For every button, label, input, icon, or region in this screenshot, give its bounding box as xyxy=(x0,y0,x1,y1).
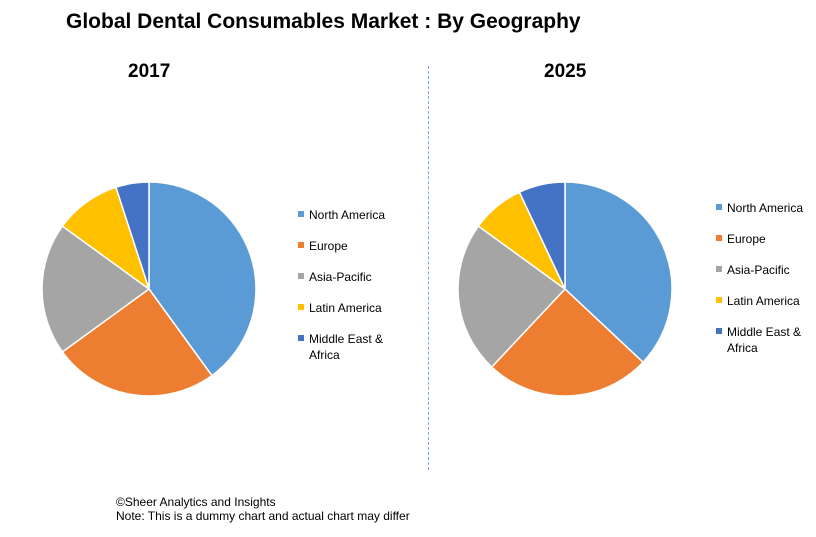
pie-slice-asia-pacific xyxy=(457,225,567,369)
pie-slice-middle-east-africa xyxy=(518,181,566,290)
pie-slice-north-america xyxy=(148,181,257,377)
pie-2017-title: 2017 xyxy=(128,61,171,82)
legend-swatch xyxy=(716,297,722,303)
pie-slice-europe xyxy=(490,287,645,397)
legend-label: Latin America xyxy=(309,301,382,315)
legend-2025: North America Europe Asia-Pacific Latin … xyxy=(716,200,809,364)
legend-swatch xyxy=(298,335,304,341)
legend-label: Middle East & Africa xyxy=(309,332,384,362)
disclaimer-note: Note: This is a dummy chart and actual c… xyxy=(116,509,410,523)
pie-slice-europe xyxy=(61,287,213,397)
legend-label: North America xyxy=(727,201,804,215)
pie-chart-2025 xyxy=(457,181,673,397)
legend-2017: North America Europe Asia-Pacific Latin … xyxy=(298,207,391,371)
pie-2025-title: 2025 xyxy=(544,61,587,82)
legend-item: North America xyxy=(716,200,809,231)
pie-slice-middle-east-africa xyxy=(114,181,150,290)
legend-item: Europe xyxy=(298,238,391,269)
pie-slice-asia-pacific xyxy=(41,225,151,353)
pie-chart-2017 xyxy=(41,181,257,397)
legend-swatch xyxy=(298,211,304,217)
legend-label: Middle East & Africa xyxy=(727,325,802,355)
legend-swatch xyxy=(298,304,304,310)
legend-swatch xyxy=(716,328,722,334)
legend-item: Europe xyxy=(716,231,809,262)
legend-item: Middle East & Africa xyxy=(298,331,391,371)
legend-swatch xyxy=(716,235,722,241)
legend-label: Asia-Pacific xyxy=(727,263,790,277)
legend-item: Latin America xyxy=(716,293,809,324)
legend-label: Asia-Pacific xyxy=(309,270,372,284)
footer: ©Sheer Analytics and Insights Note: This… xyxy=(116,495,410,523)
legend-label: North America xyxy=(309,208,386,222)
legend-label: Latin America xyxy=(727,294,800,308)
legend-item: Latin America xyxy=(298,300,391,331)
legend-item: Asia-Pacific xyxy=(298,269,391,300)
legend-swatch xyxy=(716,266,722,272)
legend-label: Europe xyxy=(309,239,348,253)
pie-slice-north-america xyxy=(564,181,673,364)
divider-line xyxy=(428,66,429,470)
legend-swatch xyxy=(298,242,304,248)
legend-swatch xyxy=(298,273,304,279)
legend-label: Europe xyxy=(727,232,766,246)
copyright-text: ©Sheer Analytics and Insights xyxy=(116,495,276,509)
chart-title: Global Dental Consumables Market : By Ge… xyxy=(66,10,581,33)
legend-item: Asia-Pacific xyxy=(716,262,809,293)
legend-item: North America xyxy=(298,207,391,238)
legend-swatch xyxy=(716,204,722,210)
legend-item: Middle East & Africa xyxy=(716,324,809,364)
